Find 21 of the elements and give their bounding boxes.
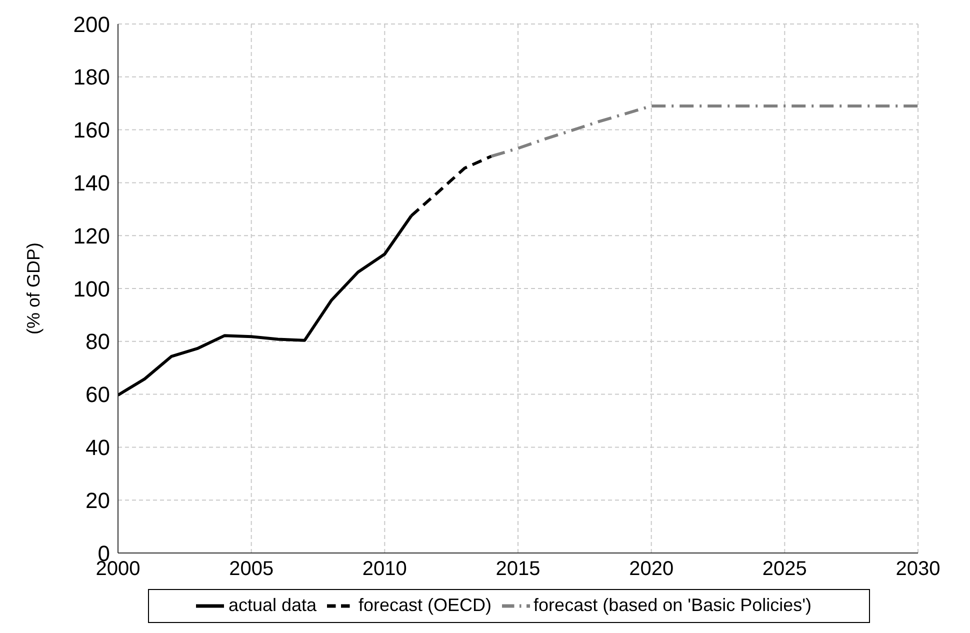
legend-label: actual data: [228, 594, 317, 615]
legend-label: forecast (OECD): [358, 594, 492, 615]
y-axis-title: (% of GDP): [23, 242, 44, 335]
y-tick-label: 20: [86, 488, 110, 513]
y-tick-label: 180: [73, 64, 110, 90]
x-tick-label: 2020: [629, 558, 674, 580]
x-tick-label: 2015: [496, 558, 540, 580]
y-tick-label: 80: [86, 329, 110, 354]
y-tick-label: 200: [73, 12, 110, 37]
y-tick-label: 140: [73, 170, 110, 196]
y-tick-label: 60: [86, 382, 110, 408]
x-tick-label: 2010: [362, 558, 407, 580]
x-tick-label: 2030: [896, 558, 940, 580]
y-tick-label: 160: [73, 118, 110, 143]
line-series: [490, 104, 918, 158]
y-tick-label: 120: [73, 223, 110, 248]
x-tick-label: 2005: [229, 558, 274, 580]
legend-label: forecast (based on 'Basic Policies'): [534, 594, 812, 615]
y-tick-label: 100: [73, 276, 110, 302]
x-tick-label: 2025: [762, 558, 807, 580]
y-tick-label: 40: [86, 435, 110, 460]
